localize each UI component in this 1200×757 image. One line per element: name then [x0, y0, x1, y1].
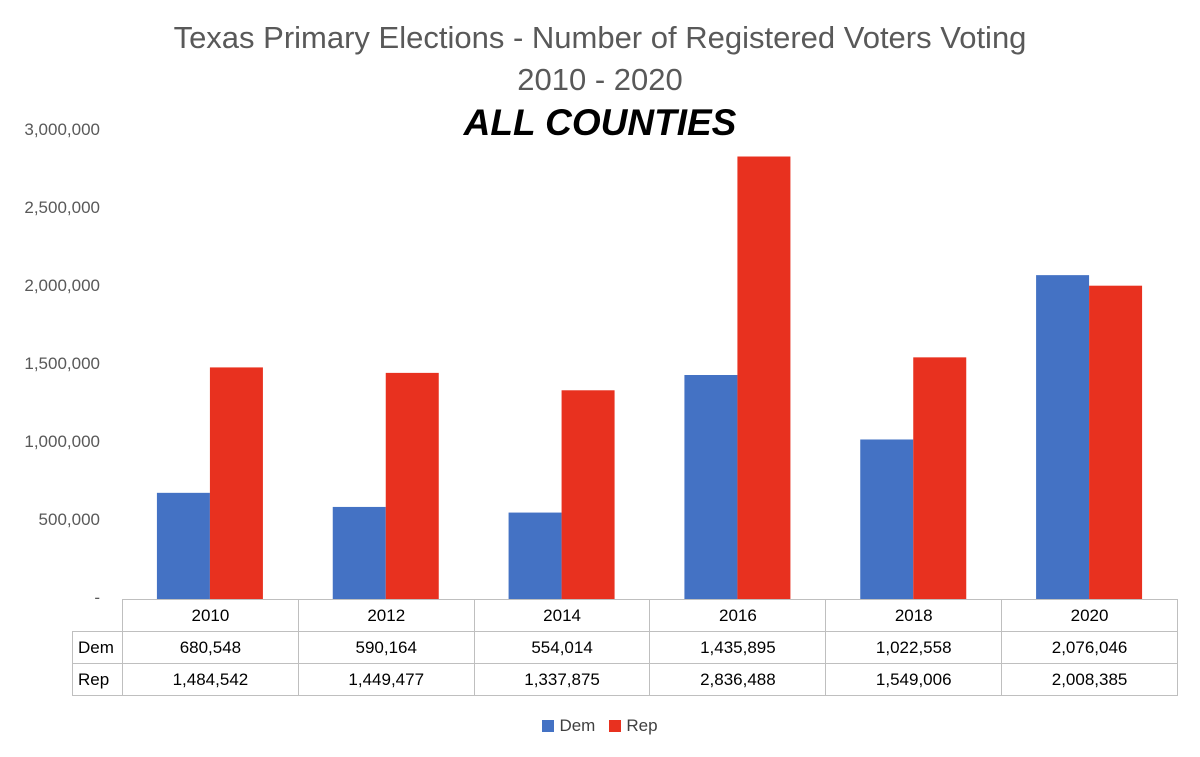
bar-rep-2014: [561, 390, 615, 599]
y-tick-label: 2,000,000: [24, 276, 100, 295]
data-label: 2,076,046: [1001, 631, 1178, 664]
chart-subtitle: 2010 - 2020: [517, 62, 683, 97]
bar-rep-2010: [209, 367, 263, 599]
bar-dem-2014: [508, 512, 562, 599]
table-row: Dem 680,548 590,164 554,014 1,435,895 1,022,5…: [72, 631, 1178, 664]
data-label: 554,014: [473, 631, 651, 664]
x-tick-label: 2016: [649, 599, 827, 632]
y-tick-label: 1,500,000: [24, 354, 100, 373]
data-label: 1,484,542: [122, 663, 299, 696]
table-corner-cell: [72, 599, 123, 632]
data-label: 2,008,385: [1001, 663, 1178, 696]
y-tick-label: 2,500,000: [24, 198, 100, 217]
legend-label-dem: Dem: [559, 716, 596, 735]
table-row-header: Dem: [72, 631, 123, 664]
data-label: 1,337,875: [473, 663, 651, 696]
data-label: 590,164: [297, 631, 475, 664]
data-label: 1,549,006: [825, 663, 1003, 696]
bar-dem-2016: [684, 375, 738, 599]
chart-title: Texas Primary Elections - Number of Regi…: [173, 20, 1027, 55]
y-tick-label: 1,000,000: [24, 432, 100, 451]
y-tick-label: 500,000: [38, 510, 100, 529]
data-table: 2010 2012 2014 2016 2018 2020 Dem 680,548 590,16…: [72, 599, 1178, 696]
bar-dem-2012: [332, 506, 386, 599]
legend-swatch-dem: [542, 720, 555, 732]
x-tick-label: 2014: [473, 599, 651, 632]
legend-swatch-rep: [609, 720, 622, 732]
legend: Dem Rep: [0, 716, 1200, 736]
table-row-header: Rep: [72, 663, 123, 696]
legend-item-rep: Rep: [609, 716, 658, 736]
chart-heading: ALL COUNTIES: [463, 102, 737, 143]
x-tick-label: 2020: [1001, 599, 1178, 632]
x-tick-label: 2018: [825, 599, 1003, 632]
bar-rep-2018: [913, 357, 967, 599]
data-label: 1,022,558: [825, 631, 1003, 664]
table-header-row: 2010 2012 2014 2016 2018 2020: [72, 599, 1178, 632]
bar-rep-2016: [737, 156, 791, 599]
x-tick-label: 2012: [297, 599, 475, 632]
x-tick-label: 2010: [122, 599, 299, 632]
data-label: 1,435,895: [649, 631, 827, 664]
table-row: Rep 1,484,542 1,449,477 1,337,875 2,836,488 1…: [72, 663, 1178, 696]
y-tick-label: 3,000,000: [24, 120, 100, 139]
bar-rep-2020: [1089, 285, 1143, 599]
bar-dem-2018: [860, 439, 914, 599]
y-tick-label: -: [94, 588, 100, 607]
bar-dem-2020: [1036, 275, 1090, 599]
legend-label-rep: Rep: [626, 716, 658, 735]
data-label: 680,548: [122, 631, 299, 664]
bar-rep-2012: [385, 372, 439, 599]
data-label: 2,836,488: [649, 663, 827, 696]
legend-item-dem: Dem: [542, 716, 595, 736]
bar-dem-2010: [156, 492, 210, 599]
data-label: 1,449,477: [297, 663, 475, 696]
